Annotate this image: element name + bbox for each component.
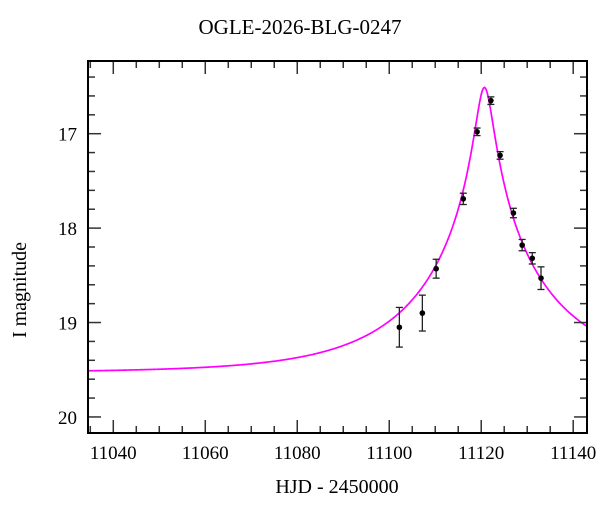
data-point [538, 275, 544, 281]
y-tick-label: 19 [58, 314, 77, 335]
chart-title: OGLE-2026-BLG-0247 [199, 15, 402, 39]
data-point [396, 324, 403, 331]
data-point [529, 255, 536, 262]
data-point [497, 152, 503, 159]
x-axis-label: HJD - 2450000 [275, 476, 398, 498]
x-tick-label: 11080 [274, 443, 321, 464]
y-tick-label: 17 [58, 125, 77, 146]
model-curve [87, 86, 588, 372]
data-point [488, 97, 494, 104]
y-tick-label: 18 [58, 219, 77, 240]
x-tick-label: 11120 [458, 443, 504, 464]
plot-frame [87, 60, 588, 434]
model-curve-layer [87, 86, 588, 372]
data-point-layer [395, 96, 545, 348]
x-tick-label: 11040 [90, 443, 137, 464]
x-tick-label: 11140 [550, 443, 596, 464]
data-point [519, 242, 525, 248]
y-tick-label: 20 [58, 408, 77, 429]
y-axis-label: I magnitude [9, 242, 31, 338]
plot-frame-layer [87, 60, 588, 434]
x-tick-label: 11100 [366, 443, 412, 464]
tick-layer: 11040 11060 11080 11100 11120 11140 17 18 19 20 [58, 61, 596, 464]
x-tick-label: 11060 [182, 443, 229, 464]
data-point [419, 310, 426, 316]
data-point [510, 210, 517, 216]
data-point [474, 129, 480, 135]
data-point [433, 265, 439, 272]
data-point [460, 196, 467, 202]
